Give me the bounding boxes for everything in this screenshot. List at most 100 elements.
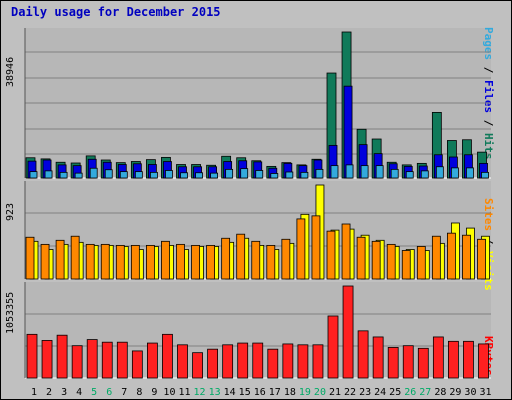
bar-kbytes-day-2 [41,340,53,379]
x-tick-label-30: 30 [464,387,476,398]
x-tick-label-2: 2 [46,387,52,398]
bar-files-day-22 [343,85,353,179]
bar-sites-day-18 [281,238,291,280]
bar-pages-day-30 [466,167,474,179]
bar-pages-day-9 [149,171,158,179]
bar-kbytes-day-13 [207,348,219,379]
bar-kbytes-day-20 [312,344,324,379]
x-tick-label-21: 21 [329,387,341,398]
bar-kbytes-day-11 [177,344,188,379]
bar-pages-day-13 [210,172,219,179]
bar-sites-day-12 [191,244,200,280]
bar-kbytes-day-16 [252,342,264,379]
bar-pages-day-22 [345,164,354,179]
bar-pages-day-28 [435,166,444,179]
bar-pages-day-24 [375,165,384,179]
bar-kbytes-day-19 [297,344,309,379]
bar-pages-day-12 [195,172,203,179]
bar-kbytes-day-22 [342,285,354,379]
bar-sites-day-6 [100,243,110,280]
bar-pages-day-18 [285,171,294,179]
bar-kbytes-day-28 [432,336,444,379]
x-tick-label-28: 28 [434,387,446,398]
bar-pages-day-2 [44,170,53,179]
bar-kbytes-day-10 [162,333,173,379]
bar-pages-day-21 [330,165,339,179]
x-tick-label-1: 1 [31,387,37,398]
x-tick-label-7: 7 [121,387,127,398]
x-tick-label-12: 12 [194,387,206,398]
bar-pages-day-27 [420,170,429,179]
bar-pages-day-4 [74,172,83,179]
bar-kbytes-day-21 [327,315,339,379]
x-tick-label-13: 13 [209,387,221,398]
bar-kbytes-day-18 [282,343,294,379]
bar-pages-day-25 [390,168,399,179]
bar-kbytes-day-4 [71,345,83,379]
bar-kbytes-day-3 [56,334,68,379]
bar-sites-day-22 [341,223,351,280]
bar-kbytes-day-8 [131,350,143,379]
x-tick-label-25: 25 [389,387,401,398]
bar-kbytes-day-7 [116,341,128,379]
bar-sites-day-21 [326,230,336,280]
x-tick-label-22: 22 [344,387,356,398]
bar-kbytes-day-24 [372,336,384,379]
bar-sites-day-26 [401,250,411,280]
x-tick-label-4: 4 [76,387,82,398]
x-tick-label-10: 10 [163,387,175,398]
x-tick-label-9: 9 [151,387,157,398]
x-tick-label-3: 3 [61,387,67,398]
bar-pages-day-16 [255,170,264,179]
bar-sites-day-30 [462,234,471,280]
bar-sites-day-14 [221,237,231,280]
bar-pages-day-11 [180,172,188,179]
x-tick-label-23: 23 [359,387,371,398]
bar-sites-day-10 [161,240,170,280]
bar-pages-day-17 [270,173,279,179]
bar-kbytes-day-12 [192,352,203,379]
bar-pages-day-29 [450,167,459,179]
bar-sites-day-11 [176,243,185,280]
bar-kbytes-day-17 [267,348,279,379]
bar-pages-day-26 [405,171,414,179]
bar-sites-day-16 [251,240,261,280]
bar-pages-day-1 [29,171,38,179]
bar-pages-day-8 [134,171,143,179]
bar-kbytes-day-27 [417,347,429,379]
x-tick-label-31: 31 [479,387,491,398]
bar-sites-day-31 [477,238,486,280]
bar-sites-day-23 [356,236,366,280]
bar-kbytes-day-5 [86,339,98,379]
bar-sites-day-24 [371,240,381,280]
x-tick-label-18: 18 [284,387,296,398]
bar-pages-day-6 [104,169,113,179]
x-tick-label-15: 15 [239,387,251,398]
bar-sites-day-28 [431,235,441,280]
bar-sites-day-13 [206,244,216,280]
x-tick-label-24: 24 [374,387,386,398]
bar-kbytes-day-6 [101,341,113,379]
x-tick-label-19: 19 [299,387,311,398]
bar-sites-day-25 [386,243,396,280]
bar-pages-day-5 [89,167,98,179]
bar-sites-day-3 [55,239,65,280]
bar-kbytes-day-1 [26,333,38,379]
x-tick-label-17: 17 [269,387,281,398]
bar-sites-day-29 [446,232,456,280]
bar-pages-day-31 [481,171,489,179]
bar-sites-day-19 [296,218,306,280]
bar-kbytes-day-14 [222,344,234,379]
x-tick-label-8: 8 [136,387,142,398]
bar-kbytes-day-23 [357,330,369,379]
chart-title: Daily usage for December 2015 [11,5,221,19]
bar-pages-day-14 [225,168,234,179]
bar-sites-day-15 [236,233,246,280]
bar-sites-day-20 [311,215,321,280]
bar-pages-day-19 [300,171,309,179]
bar-pages-day-10 [165,170,173,179]
bar-sites-day-4 [70,235,80,280]
bar-pages-day-23 [360,165,369,179]
